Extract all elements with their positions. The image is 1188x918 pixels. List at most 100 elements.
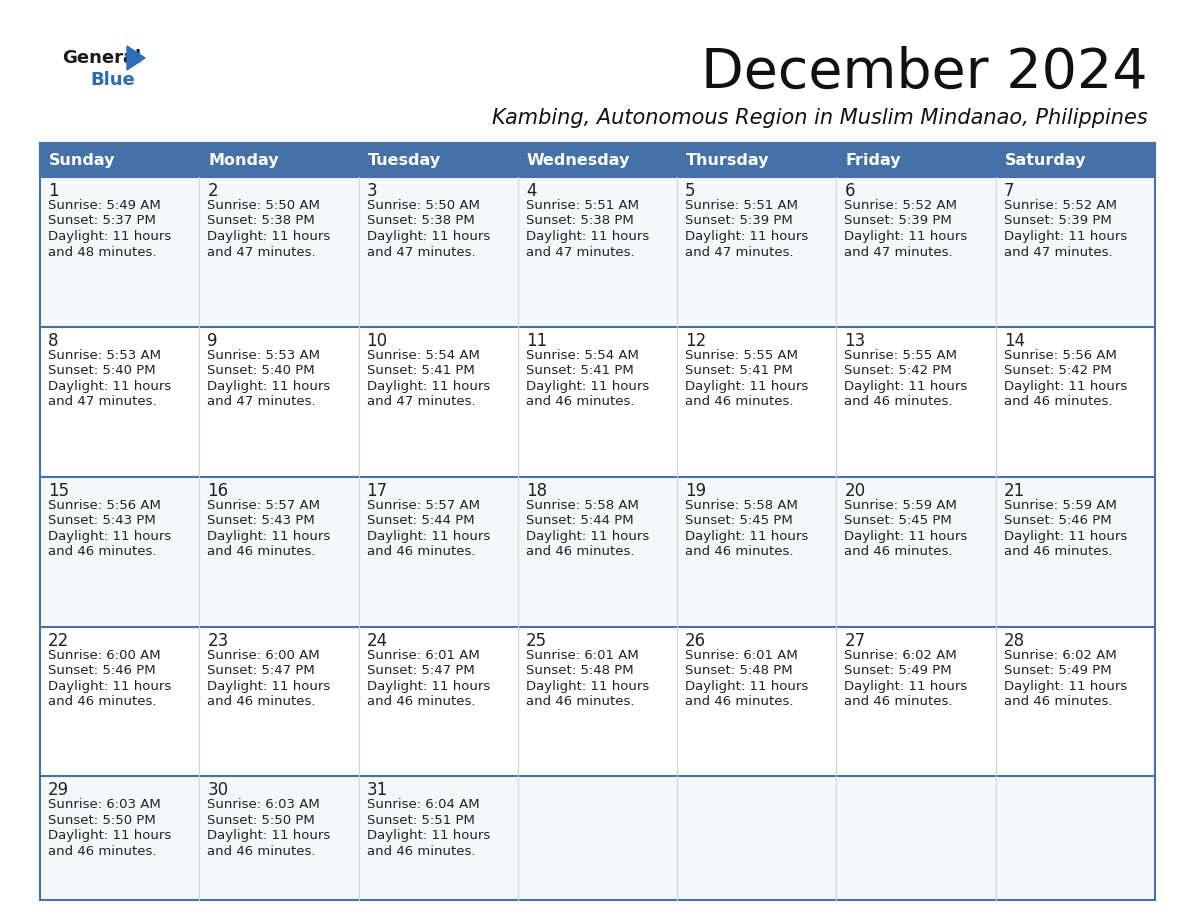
Text: Sunrise: 5:57 AM: Sunrise: 5:57 AM xyxy=(207,498,321,511)
Text: Sunset: 5:41 PM: Sunset: 5:41 PM xyxy=(526,364,633,377)
Text: Sunrise: 6:01 AM: Sunrise: 6:01 AM xyxy=(685,648,798,662)
Text: Sunset: 5:47 PM: Sunset: 5:47 PM xyxy=(207,664,315,677)
Text: Daylight: 11 hours: Daylight: 11 hours xyxy=(367,230,489,243)
Text: Sunset: 5:51 PM: Sunset: 5:51 PM xyxy=(367,814,474,827)
Text: Sunrise: 5:56 AM: Sunrise: 5:56 AM xyxy=(1004,349,1117,362)
Bar xyxy=(996,143,1155,177)
Bar xyxy=(836,143,996,177)
Text: Daylight: 11 hours: Daylight: 11 hours xyxy=(845,380,968,393)
Text: Sunrise: 6:04 AM: Sunrise: 6:04 AM xyxy=(367,799,479,812)
Text: Wednesday: Wednesday xyxy=(526,152,630,167)
Text: Daylight: 11 hours: Daylight: 11 hours xyxy=(526,679,649,692)
Text: Friday: Friday xyxy=(846,152,901,167)
Text: and 46 minutes.: and 46 minutes. xyxy=(207,695,316,708)
Text: Daylight: 11 hours: Daylight: 11 hours xyxy=(207,530,330,543)
Text: Sunset: 5:50 PM: Sunset: 5:50 PM xyxy=(48,814,156,827)
Text: and 46 minutes.: and 46 minutes. xyxy=(1004,396,1112,409)
Text: Sunrise: 6:03 AM: Sunrise: 6:03 AM xyxy=(207,799,320,812)
Text: General: General xyxy=(62,49,141,67)
Text: Sunset: 5:39 PM: Sunset: 5:39 PM xyxy=(845,215,952,228)
Text: Kambing, Autonomous Region in Muslim Mindanao, Philippines: Kambing, Autonomous Region in Muslim Min… xyxy=(492,108,1148,128)
Text: and 47 minutes.: and 47 minutes. xyxy=(367,245,475,259)
Text: Sunset: 5:45 PM: Sunset: 5:45 PM xyxy=(845,514,952,527)
Text: Daylight: 11 hours: Daylight: 11 hours xyxy=(1004,679,1127,692)
Text: Sunset: 5:44 PM: Sunset: 5:44 PM xyxy=(526,514,633,527)
Text: Sunrise: 5:56 AM: Sunrise: 5:56 AM xyxy=(48,498,160,511)
Bar xyxy=(518,626,677,777)
Text: Daylight: 11 hours: Daylight: 11 hours xyxy=(526,380,649,393)
Bar xyxy=(40,143,1155,177)
Bar xyxy=(359,327,518,476)
Text: and 47 minutes.: and 47 minutes. xyxy=(845,245,953,259)
Text: and 46 minutes.: and 46 minutes. xyxy=(526,695,634,708)
Text: Monday: Monday xyxy=(208,152,279,167)
Text: Daylight: 11 hours: Daylight: 11 hours xyxy=(48,530,171,543)
Text: Sunset: 5:50 PM: Sunset: 5:50 PM xyxy=(207,814,315,827)
Text: Daylight: 11 hours: Daylight: 11 hours xyxy=(48,230,171,243)
Text: and 46 minutes.: and 46 minutes. xyxy=(1004,695,1112,708)
Text: Daylight: 11 hours: Daylight: 11 hours xyxy=(207,829,330,843)
Text: and 46 minutes.: and 46 minutes. xyxy=(207,545,316,558)
Text: Daylight: 11 hours: Daylight: 11 hours xyxy=(845,230,968,243)
Bar xyxy=(996,777,1155,900)
Bar xyxy=(518,143,677,177)
Text: and 46 minutes.: and 46 minutes. xyxy=(526,545,634,558)
Bar xyxy=(677,476,836,626)
Text: Daylight: 11 hours: Daylight: 11 hours xyxy=(207,230,330,243)
Text: Daylight: 11 hours: Daylight: 11 hours xyxy=(367,380,489,393)
Text: Sunrise: 6:01 AM: Sunrise: 6:01 AM xyxy=(526,648,639,662)
Text: Sunday: Sunday xyxy=(49,152,115,167)
Text: and 46 minutes.: and 46 minutes. xyxy=(1004,545,1112,558)
Text: 5: 5 xyxy=(685,182,696,200)
Bar xyxy=(359,476,518,626)
Text: Sunrise: 6:00 AM: Sunrise: 6:00 AM xyxy=(48,648,160,662)
Text: and 46 minutes.: and 46 minutes. xyxy=(367,695,475,708)
Bar xyxy=(200,143,359,177)
Bar xyxy=(359,177,518,327)
Text: Sunrise: 5:52 AM: Sunrise: 5:52 AM xyxy=(845,199,958,212)
Text: 19: 19 xyxy=(685,482,707,499)
Text: Sunset: 5:39 PM: Sunset: 5:39 PM xyxy=(685,215,792,228)
Bar xyxy=(836,177,996,327)
Bar xyxy=(677,143,836,177)
Text: 20: 20 xyxy=(845,482,866,499)
Text: Sunrise: 5:54 AM: Sunrise: 5:54 AM xyxy=(367,349,480,362)
Text: Sunrise: 6:03 AM: Sunrise: 6:03 AM xyxy=(48,799,160,812)
Bar xyxy=(40,777,200,900)
Text: Thursday: Thursday xyxy=(687,152,770,167)
Text: Daylight: 11 hours: Daylight: 11 hours xyxy=(526,530,649,543)
Text: 24: 24 xyxy=(367,632,387,650)
Text: Blue: Blue xyxy=(90,71,134,89)
Text: and 47 minutes.: and 47 minutes. xyxy=(1004,245,1112,259)
Text: Sunrise: 5:57 AM: Sunrise: 5:57 AM xyxy=(367,498,480,511)
Text: 16: 16 xyxy=(207,482,228,499)
Text: Sunrise: 5:51 AM: Sunrise: 5:51 AM xyxy=(685,199,798,212)
Text: 11: 11 xyxy=(526,331,548,350)
Text: and 46 minutes.: and 46 minutes. xyxy=(685,695,794,708)
Text: Sunrise: 5:59 AM: Sunrise: 5:59 AM xyxy=(1004,498,1117,511)
Bar xyxy=(40,476,200,626)
Text: Daylight: 11 hours: Daylight: 11 hours xyxy=(685,530,808,543)
Text: 31: 31 xyxy=(367,781,387,800)
Bar xyxy=(518,327,677,476)
Text: 23: 23 xyxy=(207,632,228,650)
Text: Sunset: 5:44 PM: Sunset: 5:44 PM xyxy=(367,514,474,527)
Text: and 46 minutes.: and 46 minutes. xyxy=(207,845,316,857)
Text: Sunset: 5:40 PM: Sunset: 5:40 PM xyxy=(48,364,156,377)
Text: Sunrise: 5:53 AM: Sunrise: 5:53 AM xyxy=(48,349,162,362)
Text: 8: 8 xyxy=(48,331,58,350)
Text: Sunset: 5:45 PM: Sunset: 5:45 PM xyxy=(685,514,792,527)
Text: Sunset: 5:39 PM: Sunset: 5:39 PM xyxy=(1004,215,1112,228)
Text: Sunset: 5:47 PM: Sunset: 5:47 PM xyxy=(367,664,474,677)
Text: Sunset: 5:43 PM: Sunset: 5:43 PM xyxy=(207,514,315,527)
Text: Sunrise: 6:00 AM: Sunrise: 6:00 AM xyxy=(207,648,320,662)
Text: Sunset: 5:46 PM: Sunset: 5:46 PM xyxy=(48,664,156,677)
Text: Daylight: 11 hours: Daylight: 11 hours xyxy=(845,530,968,543)
Text: 7: 7 xyxy=(1004,182,1015,200)
Text: and 46 minutes.: and 46 minutes. xyxy=(367,845,475,857)
Text: Daylight: 11 hours: Daylight: 11 hours xyxy=(526,230,649,243)
Text: Sunrise: 6:02 AM: Sunrise: 6:02 AM xyxy=(1004,648,1117,662)
Text: December 2024: December 2024 xyxy=(701,46,1148,100)
Text: and 46 minutes.: and 46 minutes. xyxy=(48,695,157,708)
Text: Daylight: 11 hours: Daylight: 11 hours xyxy=(207,380,330,393)
